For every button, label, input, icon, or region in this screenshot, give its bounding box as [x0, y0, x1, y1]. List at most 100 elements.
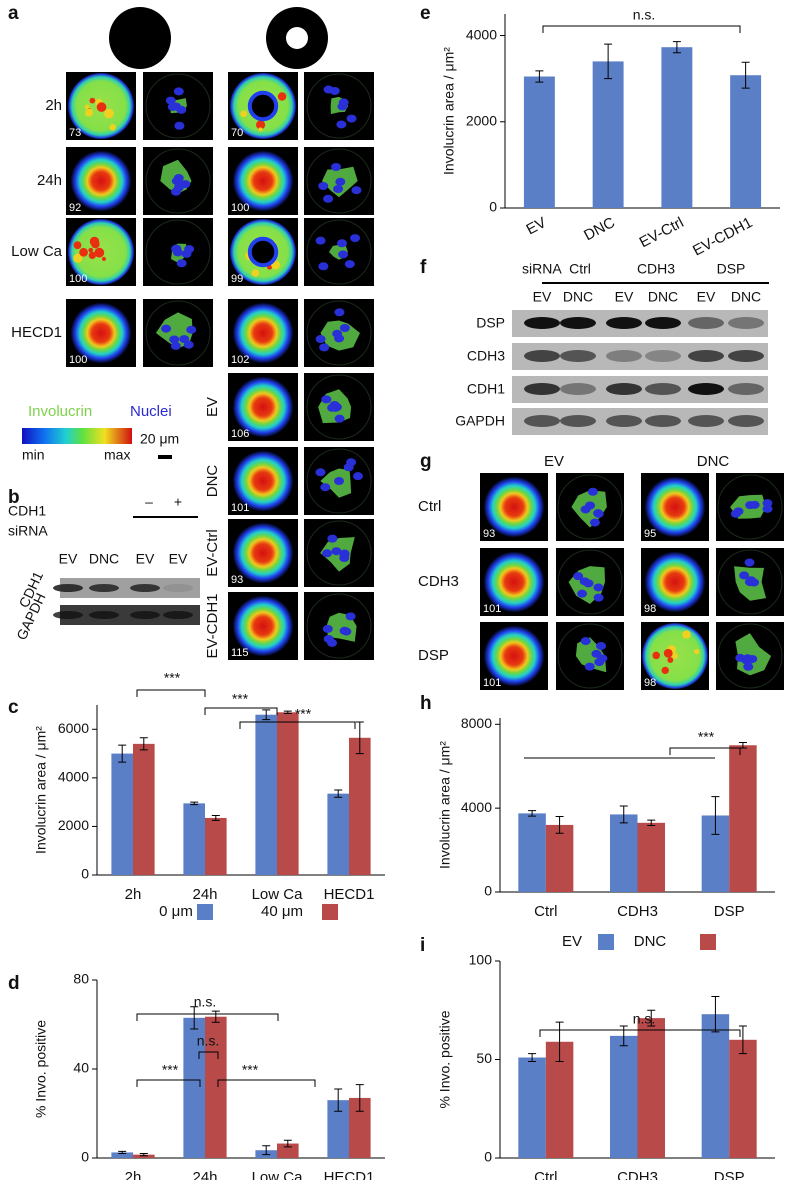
blot-band [89, 611, 119, 619]
heatmap-spot [652, 651, 660, 660]
column-label: DNC [697, 453, 730, 470]
x-tick-label: DSP [714, 903, 745, 920]
blot-label: CDH1 [467, 381, 505, 397]
heatmap-spot [258, 127, 263, 132]
heatmap-spot [88, 247, 94, 253]
legend-label: Involucrin [28, 403, 92, 420]
fluor-nucleus [352, 472, 363, 481]
panel-label: c [8, 697, 19, 718]
fluor-nucleus [181, 249, 192, 258]
blot-band [524, 383, 560, 395]
fluor-nucleus [315, 335, 326, 344]
fluor-nucleus [573, 572, 584, 581]
heatmap-blob [644, 476, 706, 538]
scale-label: 20 μm [140, 431, 179, 447]
error-bar [619, 805, 628, 824]
heatmap-spot [94, 247, 105, 258]
fluor-outline [306, 520, 372, 586]
bar [205, 817, 227, 875]
fluor-outline [717, 549, 783, 615]
panel-label: g [420, 451, 432, 472]
fluor-nucleus [596, 641, 607, 650]
heatmap-spot [88, 251, 96, 260]
fluor-nucleus [344, 260, 355, 269]
significance-bracket [136, 689, 206, 697]
heatmap-spot [101, 256, 107, 262]
significance-bracket [136, 1013, 279, 1021]
x-tick-label: 2h [125, 886, 142, 903]
y-tick-label: 80 [73, 971, 89, 987]
fluor-nucleus [587, 487, 598, 496]
colorbar-label: max [104, 447, 130, 463]
significance-bracket [239, 721, 356, 729]
image-number: 99 [231, 273, 243, 285]
panel-label: b [8, 487, 20, 508]
lane-label: DNC [563, 289, 593, 305]
error-bar [283, 1139, 292, 1148]
fluor-nucleus [336, 239, 347, 248]
bar [255, 714, 277, 875]
panel-label: h [420, 693, 432, 714]
significance-bracket [542, 25, 741, 33]
fluor-nucleus [591, 649, 602, 658]
fluor-nucleus [318, 181, 329, 190]
heatmap-spot [672, 653, 678, 659]
fluor-outline [557, 623, 623, 689]
heatmap-spot [84, 104, 90, 110]
y-tick-label: 0 [484, 883, 492, 899]
x-tick-label: Low Ca [252, 1169, 304, 1180]
significance-label: *** [242, 1062, 259, 1078]
error-bar [528, 810, 537, 817]
heatmap-blob [232, 376, 294, 438]
blot-band [645, 415, 681, 427]
row-label: 24h [37, 172, 62, 189]
heatmap-spot [251, 269, 260, 277]
fluor-nucleus [762, 504, 773, 513]
row-label: 2h [45, 97, 62, 114]
blot-band [606, 350, 642, 362]
fluor-nucleus [323, 194, 334, 203]
bar [610, 814, 638, 892]
error-bar [118, 744, 127, 763]
image-number: 95 [644, 528, 656, 540]
image-number: 100 [69, 273, 87, 285]
fluor-nucleus [577, 589, 588, 598]
panel-label: i [420, 935, 425, 956]
heatmap-blob [644, 551, 706, 613]
row-label: Low Ca [11, 243, 63, 260]
fluor-nucleus [322, 549, 333, 558]
legend-swatch [197, 904, 213, 920]
significance-bracket [136, 1079, 201, 1087]
error-bar [262, 709, 271, 721]
y-tick-label: 8000 [461, 715, 492, 731]
blot-band [728, 383, 764, 395]
lane-label: DNC [89, 551, 119, 567]
error-bar [738, 1025, 747, 1055]
error-bar [355, 1084, 364, 1112]
bar [111, 753, 133, 875]
row-label: EV-Ctrl [204, 529, 221, 577]
heatmap-spot [663, 648, 673, 658]
image-number: 101 [483, 677, 501, 689]
blot-band [606, 317, 642, 329]
heatmap-spot [89, 97, 96, 104]
x-tick-label: CDH3 [617, 1169, 658, 1180]
significance-label: *** [698, 729, 715, 745]
blot-band [688, 415, 724, 427]
heatmap-blob [70, 150, 132, 212]
pattern-disc [109, 7, 171, 69]
y-tick-label: 0 [81, 866, 89, 882]
fluor-nucleus [319, 343, 330, 352]
fluor-nucleus [318, 262, 329, 271]
fluor-outline [306, 73, 372, 139]
x-tick-label: Ctrl [534, 1169, 557, 1180]
heatmap-spot [104, 108, 114, 119]
fluor-nucleus [173, 177, 184, 186]
error-bar [528, 1053, 537, 1062]
x-tick-label: HECD1 [324, 1169, 375, 1180]
x-tick-label: 2h [125, 1169, 142, 1180]
error-bar [334, 789, 343, 798]
bar [730, 75, 762, 209]
error-bar [555, 816, 564, 834]
image-number: 101 [231, 502, 249, 514]
